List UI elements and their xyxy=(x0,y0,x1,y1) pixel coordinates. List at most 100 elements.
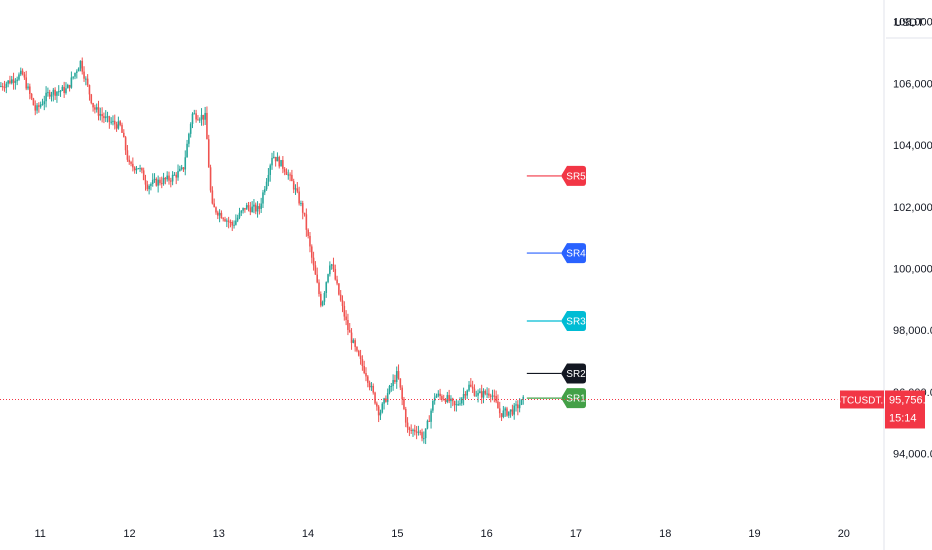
candle-body xyxy=(119,121,121,125)
candle-body xyxy=(327,274,329,283)
candle-body xyxy=(410,429,412,431)
candle-body xyxy=(57,91,60,93)
candle-body xyxy=(34,105,37,111)
sr-tag-sr2 xyxy=(561,363,587,384)
candle-body xyxy=(238,212,241,218)
x-tick-label: 20 xyxy=(838,528,850,540)
candle-body xyxy=(200,114,203,120)
candle-body xyxy=(186,143,188,158)
candle-body xyxy=(488,393,490,396)
candle-body xyxy=(460,398,463,404)
candle-body xyxy=(142,170,145,181)
candle-body xyxy=(323,293,326,302)
candle-body xyxy=(50,94,53,97)
x-axis[interactable]: 11 12 13 14 15 16 17 18 19 20 xyxy=(34,528,849,540)
candle-body xyxy=(99,114,102,116)
candle-body xyxy=(74,72,76,77)
candle-body xyxy=(39,104,42,107)
candle-body xyxy=(348,329,351,333)
candle-body xyxy=(193,113,196,115)
y-tick-label: 102,000.0 xyxy=(893,202,932,214)
candle-body xyxy=(189,123,192,134)
candle-body xyxy=(506,408,508,416)
candle-body xyxy=(215,207,217,213)
candle-body xyxy=(72,76,75,78)
candle-body xyxy=(470,384,472,387)
candle-body xyxy=(359,355,362,360)
candle-body xyxy=(475,395,478,397)
candle-body xyxy=(27,86,29,89)
candle-body xyxy=(144,180,147,185)
candle-body xyxy=(90,94,93,104)
x-tick-label: 19 xyxy=(748,528,760,540)
candle-body xyxy=(86,78,89,86)
candle-body xyxy=(132,163,134,168)
candle-body xyxy=(191,113,194,124)
candle-body xyxy=(336,279,338,284)
candle-body xyxy=(227,220,230,222)
candle-body xyxy=(442,399,445,401)
candle-body xyxy=(383,398,385,404)
candle-body xyxy=(180,167,183,169)
candle-body xyxy=(262,192,264,204)
candle-body xyxy=(211,190,214,204)
candle-body xyxy=(256,206,259,212)
candle-body xyxy=(141,168,143,171)
candle-body xyxy=(153,178,156,180)
y-tick-label: 98,000.0 xyxy=(893,325,932,337)
candle-body xyxy=(240,210,243,213)
candle-body xyxy=(515,404,517,406)
candle-body xyxy=(394,379,396,382)
candle-body xyxy=(54,89,56,96)
candle-body xyxy=(160,183,163,185)
candle-body xyxy=(356,346,358,351)
candle-body xyxy=(433,397,436,401)
candle-body xyxy=(195,113,197,120)
candle-body xyxy=(253,204,255,207)
y-tick-label: 94,000.0 xyxy=(893,449,932,461)
sr-tag-sr4 xyxy=(561,243,587,264)
candle-body xyxy=(112,120,114,122)
candle-body xyxy=(345,316,347,320)
candle-body xyxy=(182,167,185,170)
candle-body xyxy=(1,86,4,88)
candle-body xyxy=(88,85,91,95)
candle-body xyxy=(283,168,286,172)
candle-body xyxy=(198,119,201,121)
y-tick-label: 108,000.0 xyxy=(893,17,932,29)
candle-body xyxy=(5,83,8,88)
candle-body xyxy=(522,396,525,400)
candle-body xyxy=(459,403,461,405)
candle-body xyxy=(325,282,328,294)
candle-body xyxy=(68,84,71,88)
candle-body xyxy=(424,428,427,439)
candle-body xyxy=(263,189,266,193)
sr-label: SR3 xyxy=(566,316,586,327)
candle-body xyxy=(220,212,223,219)
candle-body xyxy=(321,301,324,306)
candle-body xyxy=(236,217,239,221)
candle-body xyxy=(511,409,514,415)
candle-body xyxy=(63,86,65,93)
candle-body xyxy=(401,387,403,400)
candle-body xyxy=(32,98,35,106)
candle-body xyxy=(216,212,219,216)
candle-body xyxy=(493,395,496,397)
candle-body xyxy=(159,179,161,184)
candle-body xyxy=(162,177,165,184)
candle-body xyxy=(148,185,150,190)
currency-label: USDT xyxy=(894,17,924,29)
candle-body xyxy=(292,181,295,190)
candle-body xyxy=(164,177,167,180)
candle-body xyxy=(43,101,46,105)
candle-body xyxy=(124,137,127,151)
candle-body xyxy=(395,371,398,382)
candle-body xyxy=(121,124,123,133)
candle-body xyxy=(403,399,405,409)
sr-tag-sr1 xyxy=(561,388,587,409)
x-tick-label: 17 xyxy=(570,528,582,540)
candle-body xyxy=(312,257,315,266)
y-tick-label: 104,000.0 xyxy=(893,140,932,152)
